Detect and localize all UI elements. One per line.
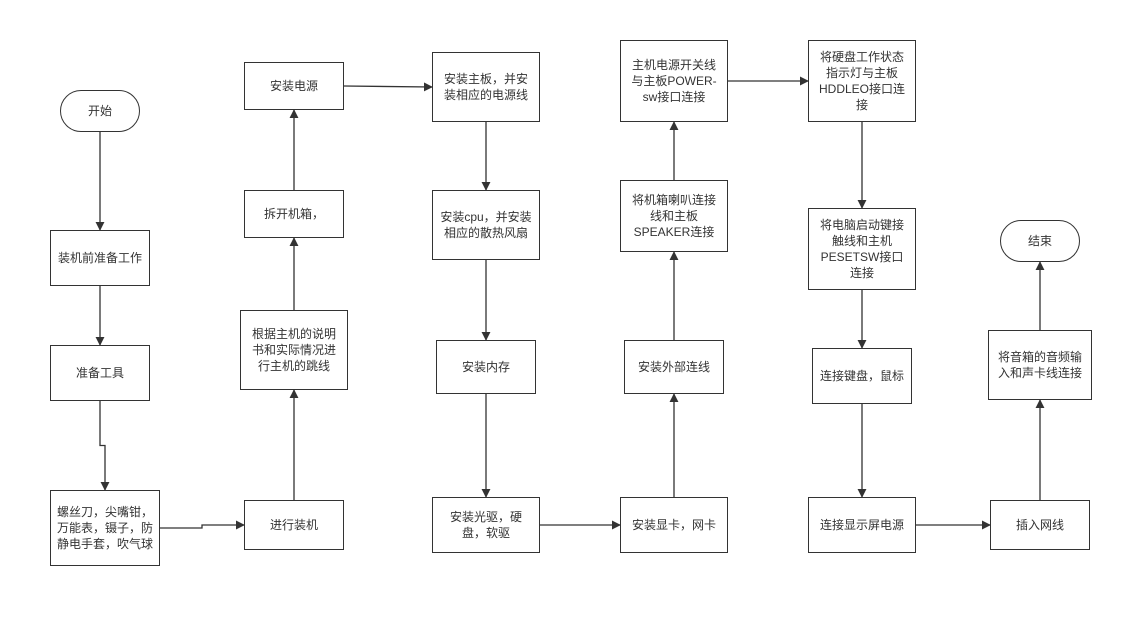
flowchart-node-items: 螺丝刀，尖嘴钳，万能表，镊子，防静电手套，吹气球 [50, 490, 160, 566]
flowchart-node-start: 开始 [60, 90, 140, 132]
flowchart-node-reset: 将电脑启动键接触线和主机PESETSW接口连接 [808, 208, 916, 290]
flowchart-edge-items-to-build [160, 525, 244, 528]
flowchart-node-tools: 准备工具 [50, 345, 150, 401]
flowchart-node-jumper: 根据主机的说明书和实际情况进行主机的跳线 [240, 310, 348, 390]
flowchart-node-build: 进行装机 [244, 500, 344, 550]
flowchart-canvas: 开始装机前准备工作准备工具螺丝刀，尖嘴钳，万能表，镊子，防静电手套，吹气球 安装电… [0, 0, 1121, 644]
flowchart-node-powersw: 主机电源开关线与主板POWER-sw接口连接 [620, 40, 728, 122]
flowchart-node-cpu: 安装cpu，并安装相应的散热风扇 [432, 190, 540, 260]
flowchart-node-speaker: 将机箱喇叭连接线和主板SPEAKER连接 [620, 180, 728, 252]
flowchart-edge-tools-to-items [100, 401, 105, 490]
flowchart-edges [0, 0, 1121, 644]
flowchart-node-extline: 安装外部连线 [624, 340, 724, 394]
flowchart-node-monitor: 连接显示屏电源 [808, 497, 916, 553]
flowchart-node-lan: 插入网线 [990, 500, 1090, 550]
flowchart-node-ram: 安装内存 [436, 340, 536, 394]
flowchart-node-kbms: 连接键盘，鼠标 [812, 348, 912, 404]
flowchart-node-hddled: 将硬盘工作状态指示灯与主板HDDLEO接口连接 [808, 40, 916, 122]
flowchart-node-opencase: 拆开机箱， [244, 190, 344, 238]
flowchart-node-prep: 装机前准备工作 [50, 230, 150, 286]
flowchart-node-vga: 安装显卡，网卡 [620, 497, 728, 553]
flowchart-node-end: 结束 [1000, 220, 1080, 262]
flowchart-node-mobo: 安装主板，并安装相应的电源线 [432, 52, 540, 122]
flowchart-node-audio: 将音箱的音频输入和声卡线连接 [988, 330, 1092, 400]
flowchart-node-drives: 安装光驱，硬盘，软驱 [432, 497, 540, 553]
flowchart-edge-psu-to-mobo [344, 86, 432, 87]
flowchart-node-psu: 安装电源 [244, 62, 344, 110]
